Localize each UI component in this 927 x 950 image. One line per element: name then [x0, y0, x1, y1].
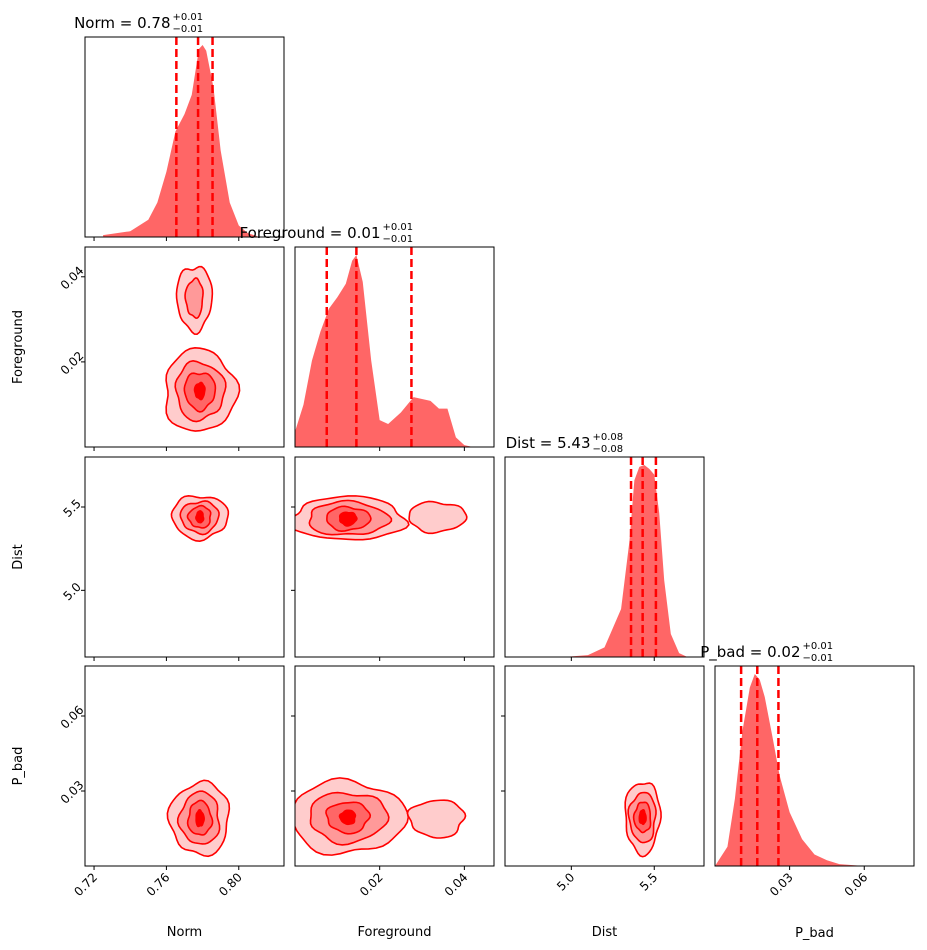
contour-level-4 [195, 808, 205, 828]
x-axis-label-norm: Norm [167, 925, 202, 940]
histogram-p-bad [715, 674, 865, 866]
x-tick-label-dist: 5.0 [554, 870, 577, 893]
contour-level-4 [193, 381, 206, 401]
x-tick-label-dist: 5.5 [637, 870, 660, 893]
x-axis-label-foreground: Foreground [357, 925, 431, 940]
axes-frame [294, 456, 495, 658]
axes-frame [84, 456, 285, 658]
axes-frame [504, 665, 705, 867]
axes-frame [504, 456, 705, 658]
x-tick-label-foreground: 0.02 [357, 870, 386, 899]
title-upper-error: +0.01 [803, 641, 834, 652]
marginal-foreground [295, 247, 473, 447]
contour-level-1 [408, 500, 468, 535]
marginal-norm [103, 37, 257, 237]
axes-frame [84, 246, 285, 448]
axes-frame [84, 665, 285, 867]
x-tick-label-p-bad: 0.03 [767, 870, 796, 899]
histogram-norm [103, 45, 257, 237]
histogram-dist [563, 465, 688, 657]
x-axis-label-p-bad: P_bad [795, 926, 834, 941]
title-lower-error: −0.01 [173, 24, 204, 35]
contour-foreground-vs-p-bad [295, 777, 467, 856]
x-axis-label-dist: Dist [592, 925, 618, 940]
title-lower-error: −0.08 [593, 444, 624, 455]
marginal-dist [563, 457, 688, 657]
title-norm: Norm = 0.78 [74, 14, 170, 32]
title-p-bad: P_bad = 0.02 [700, 643, 800, 662]
title-upper-error: +0.01 [383, 222, 414, 233]
x-tick-label-foreground: 0.04 [442, 870, 471, 899]
y-axis-label-dist: Dist [11, 544, 26, 570]
histogram-foreground [295, 255, 473, 447]
marginal-p-bad [715, 666, 865, 866]
contour-norm-vs-dist [170, 494, 230, 542]
x-tick-label-norm: 0.80 [216, 870, 245, 899]
y-axis-label-p-bad: P_bad [11, 747, 26, 786]
contour-level-4 [338, 511, 358, 527]
axes-frame [84, 36, 285, 238]
contour-level-2 [184, 277, 204, 320]
y-tick-label-p-bad: 0.06 [58, 703, 87, 732]
contour-level-1 [406, 799, 467, 839]
y-tick-label-dist: 5.5 [60, 496, 83, 519]
contour-level-4 [338, 809, 357, 826]
contour-norm-vs-foreground [165, 265, 241, 432]
contour-foreground-vs-dist [295, 495, 468, 541]
contour-dist-vs-p-bad [624, 782, 662, 858]
title-upper-error: +0.08 [593, 432, 624, 443]
y-tick-label-p-bad: 0.03 [58, 778, 87, 807]
y-axis-label-foreground: Foreground [11, 310, 26, 384]
axes-frame [714, 665, 915, 867]
x-tick-label-norm: 0.76 [144, 870, 173, 899]
title-lower-error: −0.01 [803, 653, 834, 664]
contour-norm-vs-p-bad [166, 779, 231, 858]
title-foreground: Foreground = 0.01 [240, 224, 381, 242]
axes-frame [294, 246, 495, 448]
title-dist: Dist = 5.43 [506, 434, 591, 452]
x-tick-label-norm: 0.72 [71, 870, 100, 899]
contour-level-4 [638, 808, 647, 826]
y-tick-label-foreground: 0.02 [58, 349, 87, 378]
title-upper-error: +0.01 [173, 12, 204, 23]
x-tick-label-p-bad: 0.06 [842, 870, 871, 899]
contour-level-4 [195, 510, 205, 524]
y-tick-label-foreground: 0.04 [58, 264, 87, 293]
title-lower-error: −0.01 [383, 234, 414, 245]
axes-frame [294, 665, 495, 867]
y-tick-label-dist: 5.0 [60, 580, 83, 603]
